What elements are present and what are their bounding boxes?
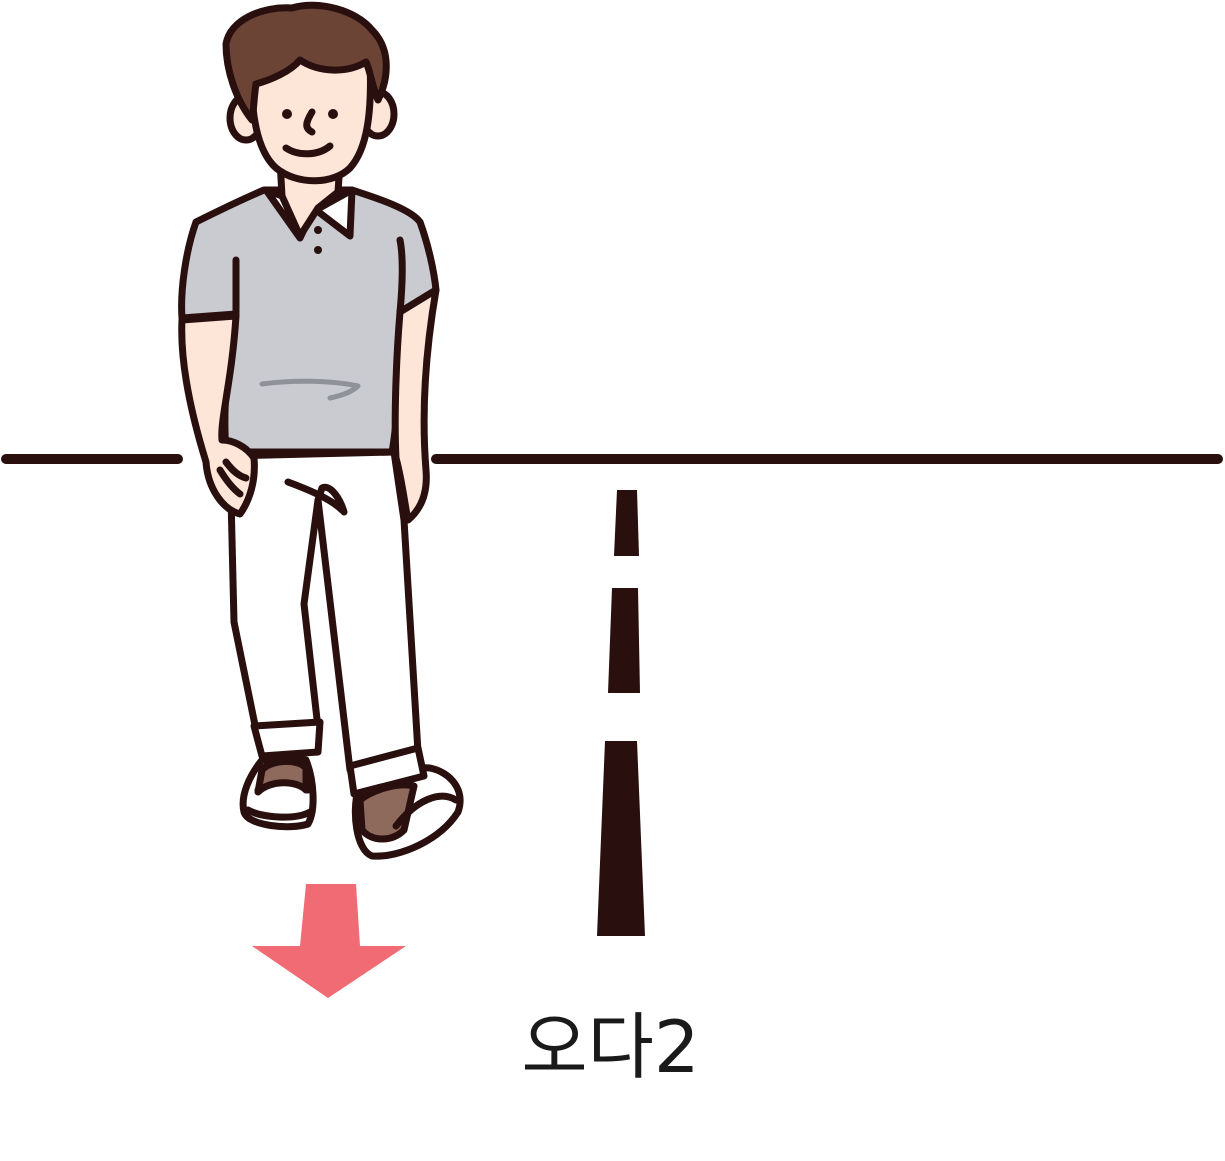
caption-label: 오다2 bbox=[0, 1002, 1225, 1092]
person-walking-icon bbox=[178, 1, 464, 860]
dash-2 bbox=[608, 588, 640, 693]
arrow-down-icon bbox=[252, 884, 406, 998]
left-arm bbox=[178, 312, 258, 518]
right-arm bbox=[391, 286, 440, 524]
dash-1 bbox=[614, 490, 639, 556]
hair bbox=[222, 1, 390, 124]
road-center-dashed-line bbox=[597, 490, 645, 936]
dash-3 bbox=[597, 741, 645, 936]
caption-text: 오다2 bbox=[521, 1005, 700, 1089]
